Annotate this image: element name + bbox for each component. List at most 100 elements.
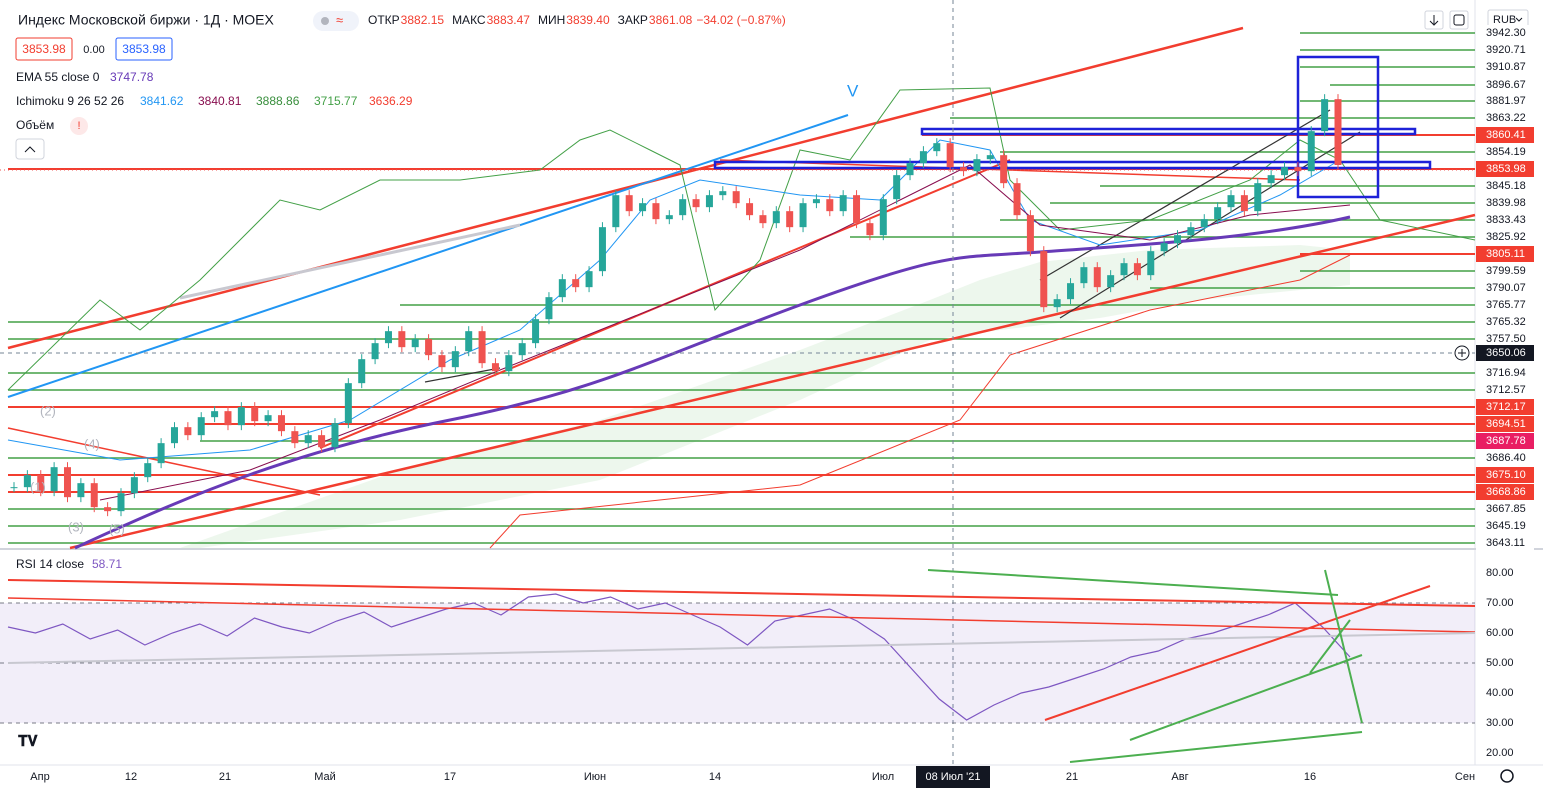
price-label-bg (1476, 212, 1534, 228)
candle (1000, 155, 1008, 184)
price-label: 3712.57 (1486, 384, 1526, 396)
indicator-value: 3747.78 (110, 70, 154, 84)
candle (398, 331, 406, 348)
candle (532, 319, 540, 344)
trend-line (69, 213, 1476, 550)
price-label-bg (1476, 345, 1534, 361)
price-label-bg (1476, 518, 1534, 534)
time-label: 12 (125, 771, 137, 783)
collapse-button[interactable] (15, 138, 45, 160)
price-label-bg (1476, 144, 1534, 160)
icon (1429, 15, 1439, 26)
price-label-bg (1476, 331, 1534, 347)
candle (451, 351, 459, 368)
rsi-trend (1309, 619, 1351, 674)
price-label-bg (1476, 25, 1534, 41)
indicator-value: 3636.29 (369, 94, 413, 108)
candle (1053, 299, 1061, 308)
candle (130, 477, 138, 494)
candle (973, 159, 981, 172)
candle (679, 199, 687, 216)
indicator-name: Ichimoku 9 26 52 26 (16, 94, 124, 108)
price-label: 3675.10 (1486, 469, 1526, 481)
candle (1214, 207, 1222, 220)
indicator-name: RSI 14 close (16, 557, 84, 571)
compare-toggle[interactable] (313, 11, 359, 31)
candle (639, 203, 647, 212)
price-label: 3799.59 (1486, 265, 1526, 277)
price-label: 3805.11 (1486, 248, 1525, 260)
buy-box[interactable] (115, 37, 173, 61)
candle (1227, 195, 1235, 208)
price-label-bg (1476, 110, 1534, 126)
price-label: 3716.94 (1486, 367, 1526, 379)
box-drawing (713, 160, 1432, 170)
trend-line (7, 26, 1244, 350)
rsi-trend (7, 632, 1476, 664)
candle (1281, 167, 1289, 176)
ohlc-label: ЗАКР (618, 13, 648, 27)
candle (344, 383, 352, 424)
price-label: 3845.18 (1486, 180, 1526, 192)
trend-line (7, 114, 849, 398)
time-label: Июн (584, 771, 606, 783)
kijun-line (99, 164, 1351, 501)
candle (184, 427, 192, 436)
warning-icon[interactable] (70, 117, 88, 135)
candle (37, 475, 45, 492)
candle (585, 271, 593, 288)
candle (919, 151, 927, 164)
candle (933, 143, 941, 152)
price-label: 3686.40 (1486, 452, 1526, 464)
candle (839, 195, 847, 212)
chikou-line (7, 87, 1476, 391)
price-label-bg (1476, 246, 1534, 262)
time-label: Сен (1455, 771, 1475, 783)
candle (104, 507, 112, 512)
price-label-bg (1476, 450, 1534, 466)
price-label: 3854.19 (1486, 146, 1526, 158)
rsi-trend (1069, 731, 1363, 763)
wave-label: (3) (68, 519, 84, 534)
price-label: 3668.86 (1486, 486, 1526, 498)
price-label-bg (1476, 467, 1534, 483)
ohlc-label: МАКС (452, 13, 486, 27)
price-label-bg (1476, 77, 1534, 93)
candle (826, 199, 834, 212)
candle (211, 411, 219, 418)
time-label: Май (314, 771, 336, 783)
indicator-value: 3841.62 (140, 94, 184, 108)
price-label: 3863.22 (1486, 112, 1526, 124)
candle (411, 339, 419, 348)
icon (1515, 17, 1523, 22)
candle (478, 331, 486, 364)
candle (251, 407, 259, 422)
price-label: 3667.85 (1486, 503, 1526, 515)
candle (1040, 251, 1048, 308)
price-label: 3643.11 (1486, 537, 1525, 549)
sell-box[interactable] (15, 37, 73, 61)
time-label: Авг (1171, 771, 1188, 783)
settings-button[interactable] (1500, 769, 1514, 783)
time-label: 16 (1304, 771, 1316, 783)
candle (170, 427, 178, 444)
price-label: 3712.17 (1486, 401, 1526, 413)
screenshot-button[interactable] (1449, 10, 1469, 30)
rsi-trend (1129, 654, 1363, 741)
indicator-value: 3888.86 (256, 94, 300, 108)
rsi-tick-label: 20.00 (1486, 747, 1514, 759)
time-label: 14 (709, 771, 721, 783)
price-label-bg (1476, 484, 1534, 500)
price-label-bg (1476, 178, 1534, 194)
rsi-trend (1044, 585, 1431, 721)
price-label-bg (1476, 93, 1534, 109)
price-label: 3790.07 (1486, 282, 1526, 294)
candle (572, 279, 580, 288)
price-label: 3860.41 (1486, 129, 1526, 141)
time-label: 21 (1066, 771, 1078, 783)
price-label: 3757.50 (1486, 333, 1526, 345)
price-label: 3881.97 (1486, 95, 1526, 107)
price-label: 3833.43 (1486, 214, 1526, 226)
wave-label: (1) (30, 479, 46, 494)
